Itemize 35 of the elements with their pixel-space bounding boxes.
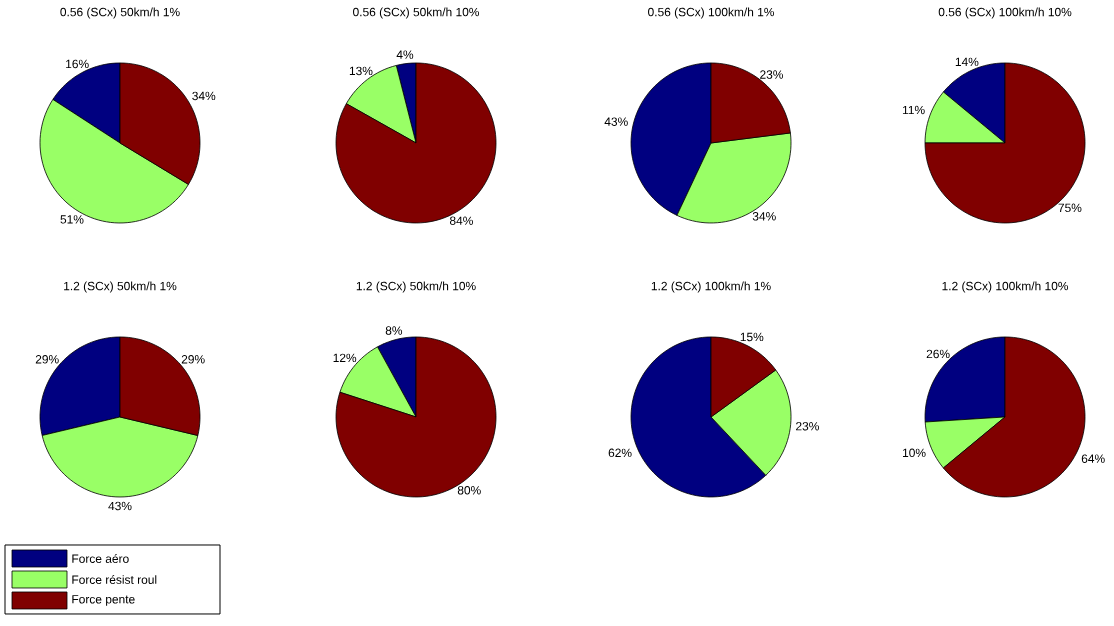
data-label: 10%: [902, 448, 926, 458]
data-label: 34%: [752, 212, 776, 221]
data-label: 4%: [396, 50, 414, 59]
chart-title: 0.56 (SCx) 100km/h 1%: [648, 7, 775, 19]
data-label: 12%: [333, 353, 357, 363]
data-label: 14%: [955, 57, 979, 67]
data-label: 23%: [760, 70, 784, 79]
data-label: 26%: [926, 349, 950, 359]
data-label: 8%: [385, 326, 403, 335]
chart-title: 0.56 (SCx) 50km/h 10%: [353, 7, 480, 19]
chart-title: 0.56 (SCx) 50km/h 1%: [60, 7, 180, 19]
legend-label: Force résist roul: [72, 575, 157, 584]
chart-title: 0.56 (SCx) 100km/h 10%: [938, 7, 1072, 19]
data-label: 43%: [604, 117, 628, 126]
chart-title: 1.2 (SCx) 50km/h 1%: [64, 281, 177, 293]
data-label: 84%: [449, 216, 473, 225]
data-label: 34%: [192, 91, 216, 101]
chart-title: 1.2 (SCx) 100km/h 10%: [942, 281, 1069, 293]
data-label: 29%: [181, 355, 205, 364]
data-label: 13%: [349, 66, 373, 76]
data-label: 16%: [66, 59, 89, 69]
data-label: 43%: [108, 501, 132, 511]
data-label: 29%: [35, 355, 59, 364]
data-label: 62%: [608, 448, 632, 458]
data-label: 11%: [902, 105, 925, 115]
data-label: 80%: [457, 486, 481, 495]
legend-label: Force pente: [72, 595, 135, 606]
chart-title: 1.2 (SCx) 50km/h 10%: [356, 281, 476, 293]
data-label: 64%: [1081, 454, 1105, 463]
legend-label: Force aéro: [72, 554, 129, 563]
data-label: 15%: [740, 332, 764, 342]
chart-title: 1.2 (SCx) 100km/h 1%: [651, 281, 771, 293]
data-label: 51%: [60, 215, 84, 224]
data-label: 23%: [796, 422, 819, 431]
data-label: 75%: [1058, 203, 1082, 213]
